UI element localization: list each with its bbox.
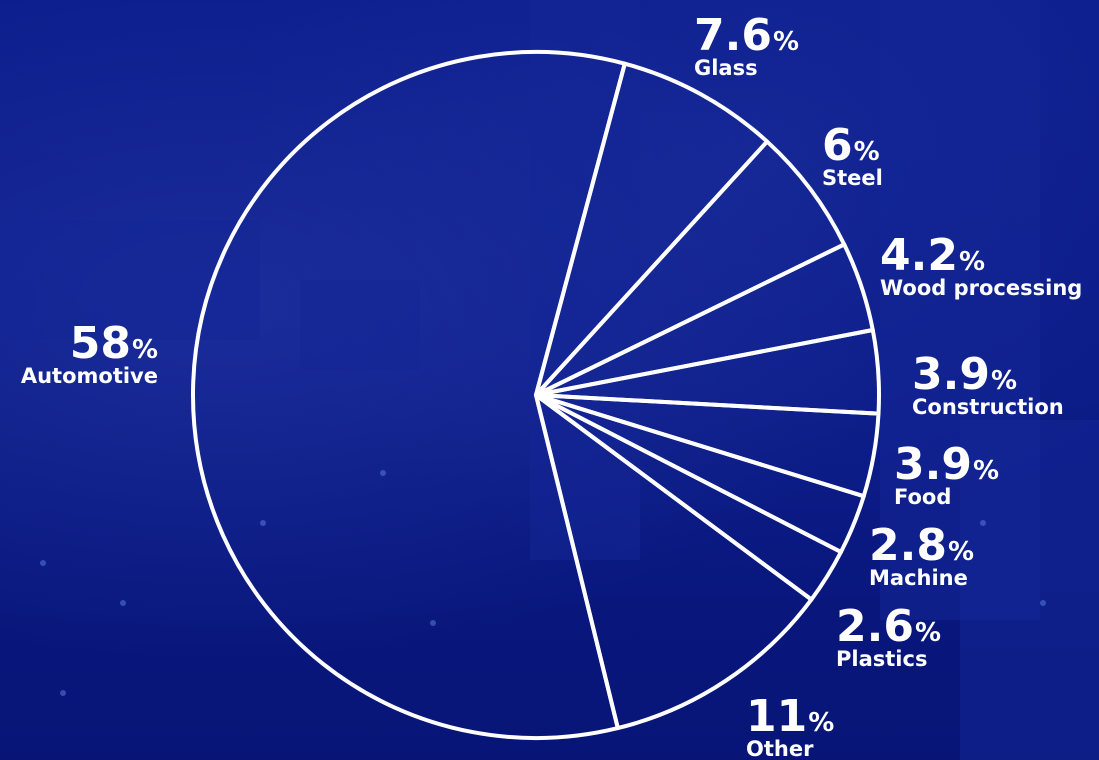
machine-value: 2.8	[869, 520, 947, 571]
pie-slice-plastics	[534, 393, 843, 602]
label-glass: 7.6% Glass	[694, 10, 800, 80]
wood-processing-value: 4.2	[880, 230, 958, 281]
glass-name: Glass	[694, 56, 758, 80]
plastics-name: Plastics	[836, 647, 928, 671]
food-value: 3.9	[894, 439, 972, 490]
label-wood-processing: 4.2% Wood processing	[880, 230, 1083, 300]
steel-name: Steel	[822, 166, 883, 190]
plastics-value: 2.6	[836, 601, 914, 652]
other-name: Other	[746, 737, 814, 760]
label-other: 11% Other	[746, 691, 835, 760]
glass-value: 7.6	[694, 10, 772, 61]
construction-name: Construction	[912, 395, 1064, 419]
automotive-name: Automotive	[20, 364, 158, 388]
pie-slice-steel	[534, 139, 847, 397]
construction-value: 3.9	[912, 349, 990, 400]
steel-value: 6	[822, 120, 853, 171]
label-food: 3.9% Food	[894, 439, 1000, 509]
pie-slice-other	[534, 393, 814, 731]
label-automotive: 58% Automotive	[10, 322, 158, 387]
machine-name: Machine	[869, 566, 968, 590]
label-construction: 3.9% Construction	[912, 349, 1064, 419]
pie-slice-wood-processing	[534, 242, 875, 397]
food-name: Food	[894, 485, 952, 509]
other-value: 11	[746, 691, 808, 742]
pie-slice-automotive	[191, 50, 627, 740]
label-machine: 2.8% Machine	[869, 520, 975, 590]
pie-slices	[191, 50, 881, 740]
label-steel: 6% Steel	[822, 120, 883, 190]
label-plastics: 2.6% Plastics	[836, 601, 942, 671]
pie-slice-glass	[534, 61, 770, 397]
wood-processing-name: Wood processing	[880, 276, 1083, 300]
automotive-value: 58	[69, 318, 131, 369]
